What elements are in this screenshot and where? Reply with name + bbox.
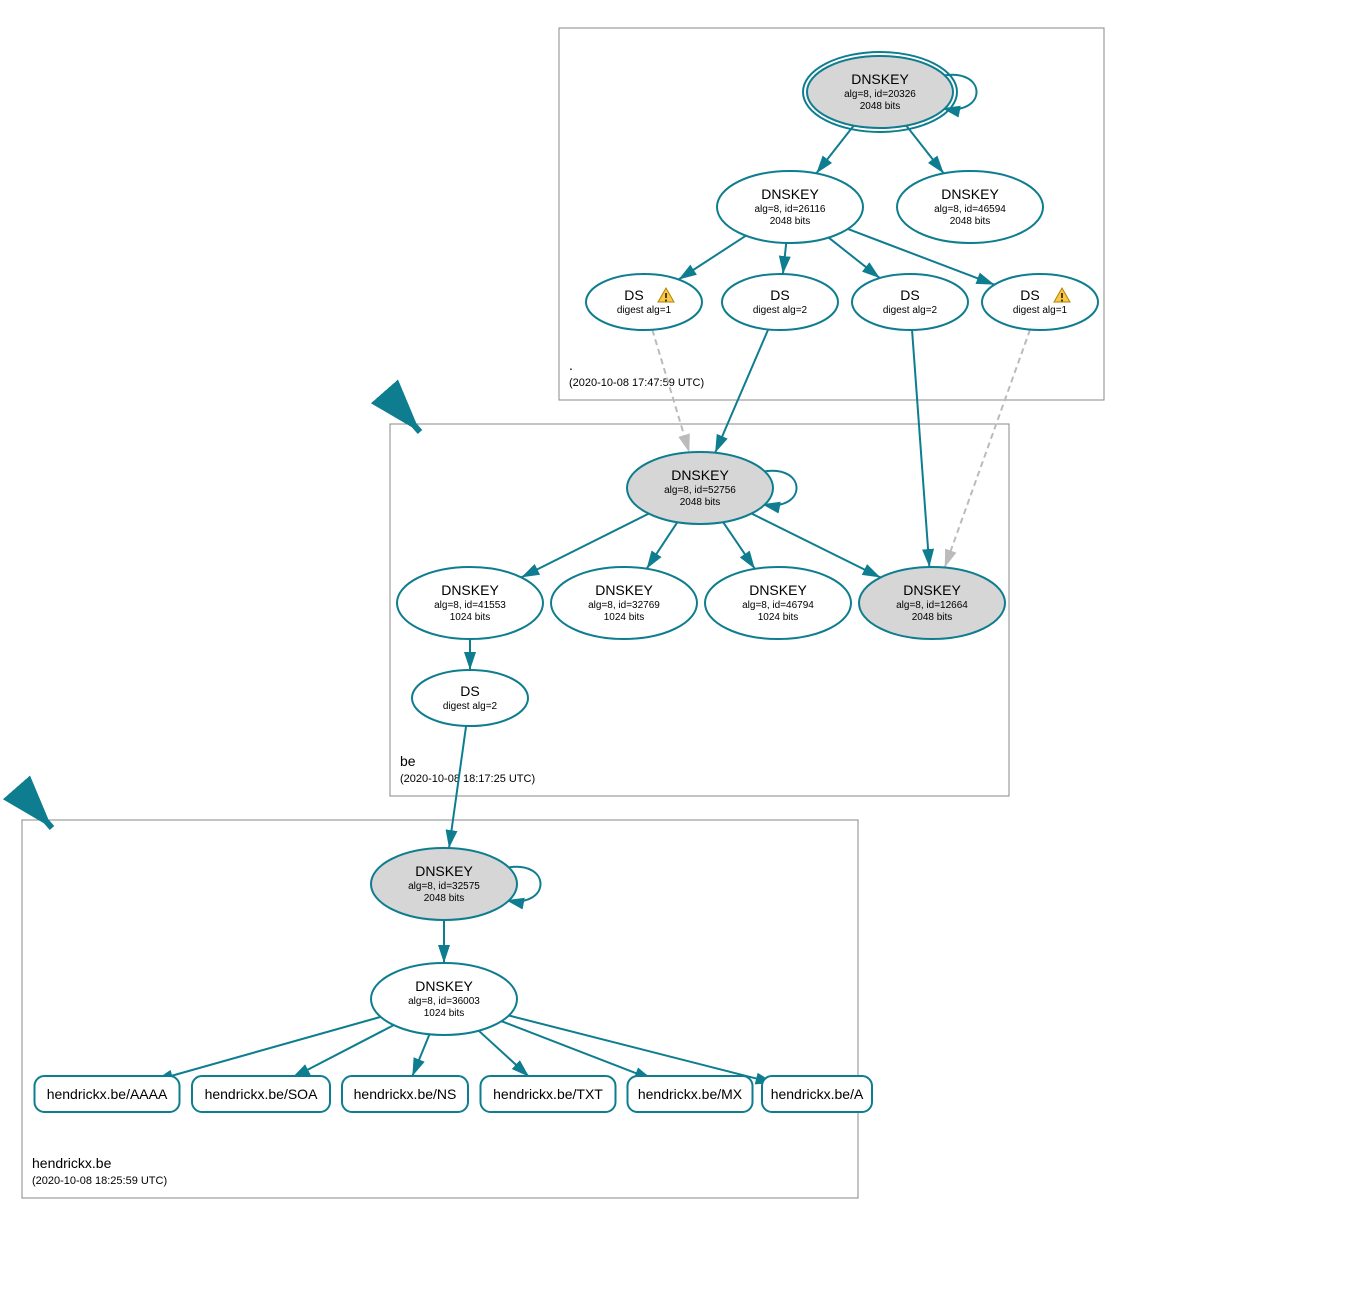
svg-text:alg=8, id=32769: alg=8, id=32769 <box>588 600 660 611</box>
node-be_zsk3: DNSKEY alg=8, id=467941024 bits <box>705 567 851 639</box>
svg-text:2048 bits: 2048 bits <box>770 216 811 227</box>
node-root_ds4: DS digest alg=1 <box>982 274 1098 330</box>
svg-text:DNSKEY: DNSKEY <box>595 582 653 598</box>
svg-text:DNSKEY: DNSKEY <box>749 582 807 598</box>
svg-text:alg=8, id=32575: alg=8, id=32575 <box>408 881 480 892</box>
rrset-ns: hendrickx.be/NS <box>342 1076 468 1112</box>
zone-label-root: . <box>569 357 573 373</box>
svg-text:alg=8, id=12664: alg=8, id=12664 <box>896 600 968 611</box>
svg-text:2048 bits: 2048 bits <box>424 893 465 904</box>
svg-text:digest alg=2: digest alg=2 <box>443 701 498 712</box>
rrset-aaaa: hendrickx.be/AAAA <box>35 1076 180 1112</box>
svg-text:digest alg=2: digest alg=2 <box>753 305 808 316</box>
svg-text:DNSKEY: DNSKEY <box>415 978 473 994</box>
svg-text:digest alg=2: digest alg=2 <box>883 305 938 316</box>
svg-text:2048 bits: 2048 bits <box>912 612 953 623</box>
svg-text:alg=8, id=46794: alg=8, id=46794 <box>742 600 814 611</box>
zone-label-leaf: hendrickx.be <box>32 1155 112 1171</box>
svg-text:alg=8, id=41553: alg=8, id=41553 <box>434 600 506 611</box>
zone-timestamp-be: (2020-10-08 18:17:25 UTC) <box>400 773 535 785</box>
svg-text:DNSKEY: DNSKEY <box>851 71 909 87</box>
svg-text:hendrickx.be/NS: hendrickx.be/NS <box>354 1086 457 1102</box>
svg-text:DS: DS <box>624 287 643 303</box>
svg-text:alg=8, id=26116: alg=8, id=26116 <box>755 204 826 215</box>
svg-text:alg=8, id=20326: alg=8, id=20326 <box>844 89 916 100</box>
svg-text:2048 bits: 2048 bits <box>950 216 991 227</box>
svg-text:alg=8, id=46594: alg=8, id=46594 <box>934 204 1006 215</box>
rrset-a: hendrickx.be/A <box>762 1076 872 1112</box>
rrset-soa: hendrickx.be/SOA <box>192 1076 330 1112</box>
svg-text:alg=8, id=52756: alg=8, id=52756 <box>664 485 736 496</box>
svg-text:DNSKEY: DNSKEY <box>441 582 499 598</box>
zone-timestamp-leaf: (2020-10-08 18:25:59 UTC) <box>32 1175 167 1187</box>
svg-text:DS: DS <box>900 287 919 303</box>
svg-text:hendrickx.be/TXT: hendrickx.be/TXT <box>493 1086 603 1102</box>
svg-text:DNSKEY: DNSKEY <box>941 186 999 202</box>
node-be_zsk1: DNSKEY alg=8, id=415531024 bits <box>397 567 543 639</box>
svg-text:digest alg=1: digest alg=1 <box>1013 305 1068 316</box>
zone-timestamp-root: (2020-10-08 17:47:59 UTC) <box>569 377 704 389</box>
svg-text:hendrickx.be/MX: hendrickx.be/MX <box>638 1086 743 1102</box>
svg-text:1024 bits: 1024 bits <box>450 612 491 623</box>
node-root_ksk: DNSKEY alg=8, id=203262048 bits <box>803 52 957 132</box>
node-root_ds3: DS digest alg=2 <box>852 274 968 330</box>
dnssec-diagram: . (2020-10-08 17:47:59 UTC) be (2020-10-08 … <box>0 0 1356 1299</box>
zone-label-be: be <box>400 753 416 769</box>
svg-text:hendrickx.be/AAAA: hendrickx.be/AAAA <box>47 1086 168 1102</box>
svg-text:DNSKEY: DNSKEY <box>415 863 473 879</box>
nodes: DNSKEYalg=8, id=203262048 bitsDNSKEYalg=… <box>371 52 1098 1035</box>
svg-text:2048 bits: 2048 bits <box>680 497 721 508</box>
svg-text:DS: DS <box>460 683 479 699</box>
svg-text:1024 bits: 1024 bits <box>604 612 645 623</box>
svg-text:DS: DS <box>1020 287 1039 303</box>
svg-text:DNSKEY: DNSKEY <box>903 582 961 598</box>
node-root_zsk2: DNSKEY alg=8, id=465942048 bits <box>897 171 1043 243</box>
node-root_zsk1: DNSKEY alg=8, id=261162048 bits <box>717 171 863 243</box>
node-root_ds2: DS digest alg=2 <box>722 274 838 330</box>
node-root_ds1: DS digest alg=1 <box>586 274 702 330</box>
svg-text:alg=8, id=36003: alg=8, id=36003 <box>408 996 480 1007</box>
rrset-nodes: hendrickx.be/AAAA hendrickx.be/SOA hendric… <box>35 1076 873 1112</box>
svg-text:digest alg=1: digest alg=1 <box>617 305 672 316</box>
svg-text:2048 bits: 2048 bits <box>860 101 901 112</box>
rrset-txt: hendrickx.be/TXT <box>481 1076 616 1112</box>
node-be_ksk: DNSKEY alg=8, id=527562048 bits <box>627 452 773 524</box>
node-be_zsk2: DNSKEY alg=8, id=327691024 bits <box>551 567 697 639</box>
node-be_ksk2: DNSKEY alg=8, id=126642048 bits <box>859 567 1005 639</box>
rrset-mx: hendrickx.be/MX <box>628 1076 753 1112</box>
svg-text:hendrickx.be/A: hendrickx.be/A <box>771 1086 864 1102</box>
svg-text:hendrickx.be/SOA: hendrickx.be/SOA <box>205 1086 318 1102</box>
node-be_ds: DS digest alg=2 <box>412 670 528 726</box>
svg-text:DS: DS <box>770 287 789 303</box>
svg-text:DNSKEY: DNSKEY <box>671 467 729 483</box>
svg-text:1024 bits: 1024 bits <box>424 1008 465 1019</box>
svg-text:1024 bits: 1024 bits <box>758 612 799 623</box>
svg-text:DNSKEY: DNSKEY <box>761 186 819 202</box>
node-leaf_zsk: DNSKEY alg=8, id=360031024 bits <box>371 963 517 1035</box>
node-leaf_ksk: DNSKEY alg=8, id=325752048 bits <box>371 848 517 920</box>
